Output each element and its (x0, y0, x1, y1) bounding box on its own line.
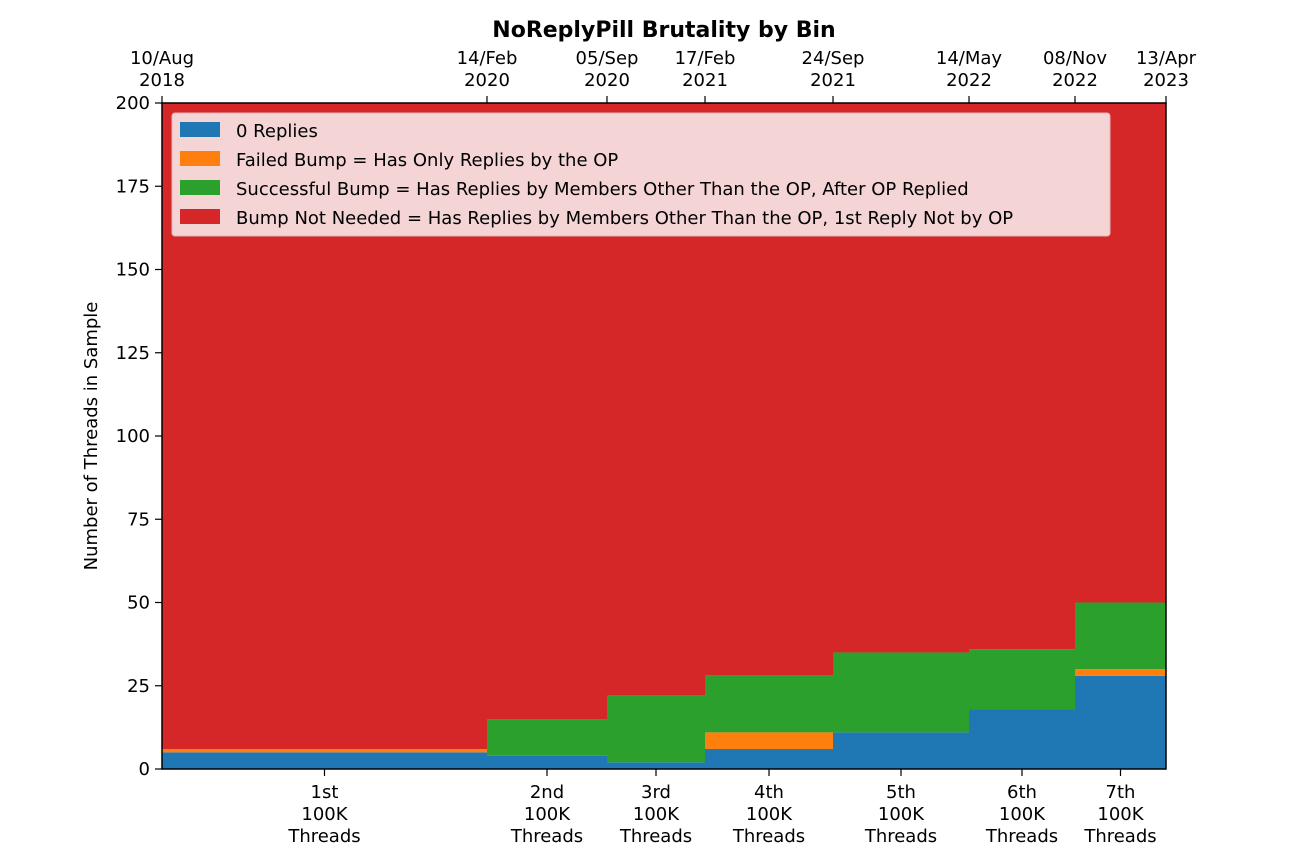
legend-swatch (180, 209, 220, 224)
top-tick-label: 10/Aug (130, 48, 194, 69)
area-segment-3-bin-3 (607, 695, 706, 763)
bin-tick-label: Threads (864, 826, 937, 847)
legend-label: Failed Bump = Has Only Replies by the OP (236, 150, 618, 171)
y-tick-label: 175 (116, 176, 150, 197)
top-tick-label: 13/Apr (1136, 48, 1197, 69)
top-date-axis: 10/Aug201814/Feb202005/Sep202017/Feb2021… (130, 48, 1197, 103)
area-segment-1-bin-6 (969, 709, 1076, 769)
bin-tick-label: 100K (633, 804, 680, 825)
legend-label: Successful Bump = Has Replies by Members… (236, 179, 969, 200)
area-segment-1-bin-7 (1075, 675, 1167, 769)
area-segment-1-bin-4 (705, 749, 834, 769)
bin-tick-label: 100K (1097, 804, 1144, 825)
bin-tick-label: Threads (619, 826, 692, 847)
y-tick-label: 150 (116, 260, 150, 281)
y-tick-label: 75 (127, 509, 150, 530)
area-segment-3-bin-4 (705, 675, 834, 733)
top-tick-label: 2021 (682, 70, 728, 91)
bin-tick-label: 3rd (641, 782, 671, 803)
area-segment-2-bin-7 (1075, 669, 1167, 676)
y-tick-label: 25 (127, 676, 150, 697)
top-tick-label: 17/Feb (675, 48, 736, 69)
top-tick-label: 05/Sep (576, 48, 639, 69)
y-axis: 0 25 50 75 100 125 150 175 200 (116, 93, 162, 780)
top-tick-label: 08/Nov (1043, 48, 1107, 69)
y-tick-label: 125 (116, 343, 150, 364)
bin-tick-label: Threads (287, 826, 360, 847)
y-tick-label: 50 (127, 593, 150, 614)
bin-tick-label: 6th (1007, 782, 1037, 803)
top-tick-label: 14/Feb (457, 48, 518, 69)
legend-label: 0 Replies (236, 121, 318, 142)
top-tick-label: 2020 (584, 70, 630, 91)
top-tick-label: 2023 (1143, 70, 1189, 91)
bin-tick-label: 1st (311, 782, 339, 803)
bin-tick-label: 100K (999, 804, 1046, 825)
top-tick-label: 2021 (810, 70, 856, 91)
top-tick-label: 2022 (946, 70, 992, 91)
y-axis-label: Number of Threads in Sample (81, 302, 102, 571)
chart-title: NoReplyPill Brutality by Bin (492, 18, 835, 43)
legend-box (171, 112, 1111, 237)
area-segment-1-bin-5 (833, 732, 970, 769)
bin-tick-label: 100K (746, 804, 793, 825)
area-segment-3-bin-5 (833, 652, 970, 733)
top-tick-label: 2018 (139, 70, 185, 91)
bin-tick-label: 100K (878, 804, 925, 825)
bin-tick-label: Threads (732, 826, 805, 847)
area-segment-2-bin-4 (705, 732, 834, 750)
bin-tick-label: 100K (301, 804, 348, 825)
legend-swatch (180, 151, 220, 166)
legend-label: Bump Not Needed = Has Replies by Members… (236, 208, 1013, 229)
area-segment-1-bin-1 (162, 752, 488, 769)
top-tick-label: 14/May (936, 48, 1003, 69)
legend: 0 Replies Failed Bump = Has Only Replies … (171, 112, 1111, 237)
area-segment-1-bin-2 (487, 755, 608, 769)
area-segment-3-bin-2 (487, 719, 608, 756)
legend-swatch (180, 180, 220, 195)
y-tick-label: 200 (116, 93, 150, 114)
area-segment-3-bin-7 (1075, 602, 1167, 670)
bin-tick-label: 4th (754, 782, 784, 803)
area-segment-1-bin-3 (607, 762, 706, 769)
bin-tick-label: 100K (524, 804, 571, 825)
legend-swatch (180, 122, 220, 137)
bin-tick-label: Threads (985, 826, 1058, 847)
bin-tick-label: 7th (1106, 782, 1136, 803)
bin-tick-label: 2nd (530, 782, 564, 803)
bin-tick-label: 5th (886, 782, 916, 803)
top-tick-label: 2020 (464, 70, 510, 91)
y-tick-label: 0 (139, 759, 150, 780)
bin-axis: 1st100KThreads2nd100KThreads3rd100KThrea… (287, 769, 1157, 847)
area-segment-3-bin-6 (969, 649, 1076, 710)
bin-tick-label: Threads (1083, 826, 1156, 847)
bin-tick-label: Threads (510, 826, 583, 847)
top-tick-label: 24/Sep (802, 48, 865, 69)
top-tick-label: 2022 (1052, 70, 1098, 91)
y-tick-label: 100 (116, 426, 150, 447)
area-segment-2-bin-1 (162, 749, 488, 753)
